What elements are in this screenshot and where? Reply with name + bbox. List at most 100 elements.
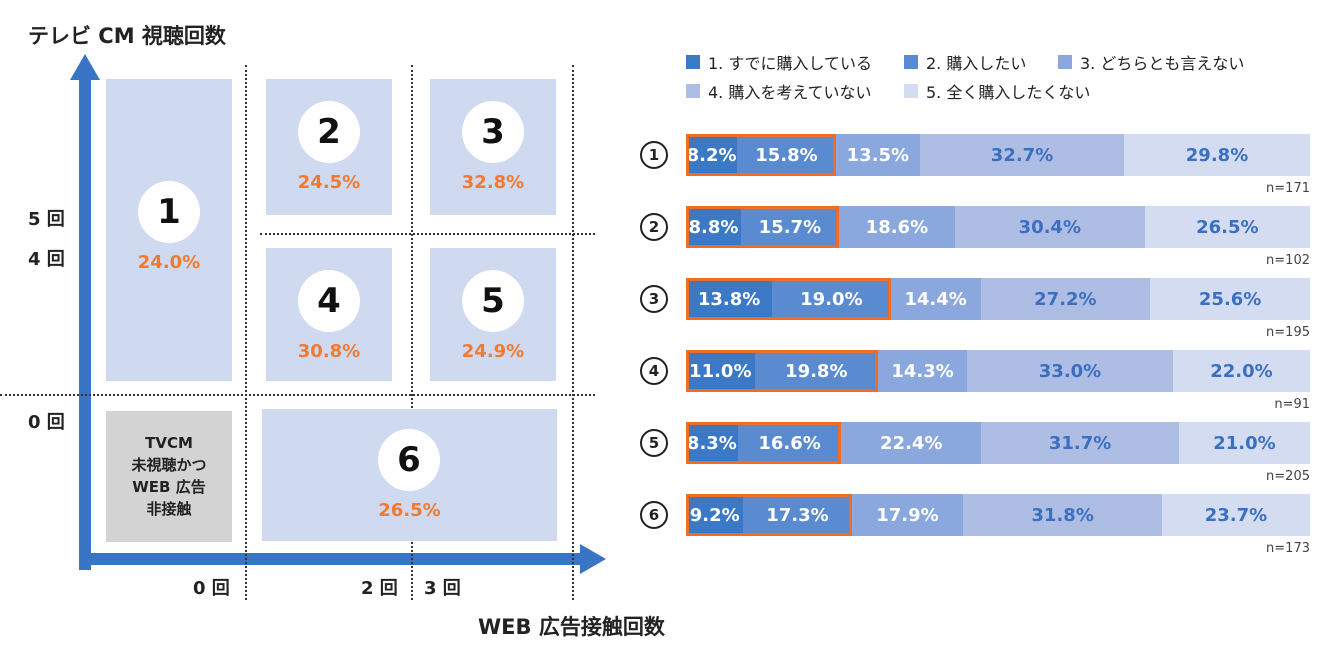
n-label-row6: n=173 <box>1266 541 1310 556</box>
legend-swatch-2 <box>904 55 918 69</box>
y-tick-0: 0 回 <box>28 412 65 433</box>
no-exposure-line-4: 非接触 <box>146 500 192 518</box>
bar-segment-row3-s3: 14.4% <box>890 278 981 320</box>
no-exposure-cell: TVCM 未視聴かつ WEB 広告 非接触 <box>106 411 232 542</box>
highlight-box-row2 <box>686 206 839 248</box>
row-label-3: 3 <box>640 285 668 313</box>
bar-segment-row4-s2: 19.8% <box>754 350 878 392</box>
axes-arrows <box>70 54 606 574</box>
bar-segment-row5-s2: 16.6% <box>737 422 842 464</box>
bar-segment-row1-s4: 32.7% <box>920 134 1125 176</box>
x-tick-0: 0 回 <box>193 578 230 599</box>
legend-label-2: 2. 購入したい <box>926 54 1027 73</box>
row-label-4: 4 <box>640 357 668 385</box>
segment-pct-6: 26.5% <box>378 500 441 521</box>
bar-segment-row6-s4: 31.8% <box>963 494 1162 536</box>
bar-segment-row3-s1: 13.8% <box>686 278 773 320</box>
bar-segment-row4-s3: 14.3% <box>878 350 968 392</box>
bar-segment-row5-s1: 8.3% <box>686 422 738 464</box>
x-tick-2: 2 回 <box>361 578 398 599</box>
highlight-box-row3 <box>686 278 891 320</box>
legend-label-4: 4. 購入を考えていない <box>708 83 872 102</box>
bar-segment-row4-s5: 22.0% <box>1172 350 1310 392</box>
segment-cell-4: 4 30.8% <box>266 248 392 381</box>
n-label-row3: n=195 <box>1266 325 1310 340</box>
highlight-box-row5 <box>686 422 842 464</box>
bar-segment-row5-s3: 22.4% <box>841 422 982 464</box>
grid-line-h2 <box>0 394 595 396</box>
row-label-5: 5 <box>640 429 668 457</box>
no-exposure-line-2: 未視聴かつ <box>131 456 207 474</box>
n-label-row1: n=171 <box>1266 181 1310 196</box>
segment-pct-3: 32.8% <box>461 172 525 193</box>
grid-line-v3 <box>572 65 574 600</box>
y-axis-title: テレビ CM 視聴回数 <box>28 24 226 48</box>
bar-segment-row2-s3: 18.6% <box>838 206 955 248</box>
bar-segment-row4-s1: 11.0% <box>686 350 755 392</box>
legend-label-5: 5. 全く購入したくない <box>926 83 1091 102</box>
bar-segment-row2-s5: 26.5% <box>1144 206 1310 248</box>
segment-cell-2: 2 24.5% <box>266 79 392 215</box>
n-label-row4: n=91 <box>1274 397 1310 412</box>
bar-segment-row1-s2: 15.8% <box>737 134 836 176</box>
bar-segment-row1-s1: 8.2% <box>686 134 738 176</box>
legend-item-4: 4. 購入を考えていない <box>686 79 872 103</box>
segment-number-2: 2 <box>298 101 360 163</box>
legend-label-3: 3. どちらとも言えない <box>1080 54 1245 73</box>
grid-line-h1 <box>260 233 595 235</box>
legend-swatch-3 <box>1058 55 1072 69</box>
grid-line-v2 <box>411 65 413 600</box>
x-axis-title: WEB 広告接触回数 <box>478 615 665 639</box>
legend-item-2: 2. 購入したい <box>904 50 1026 74</box>
segment-cell-1: 1 24.0% <box>106 79 232 381</box>
legend-item-3: 3. どちらとも言えない <box>1058 50 1244 74</box>
row-label-6: 6 <box>640 501 668 529</box>
bar-segment-row5-s5: 21.0% <box>1178 422 1310 464</box>
bar-segment-row3-s5: 25.6% <box>1150 278 1310 320</box>
no-exposure-line-1: TVCM <box>145 434 193 452</box>
bar-segment-row2-s4: 30.4% <box>954 206 1145 248</box>
segment-pct-4: 30.8% <box>297 341 361 362</box>
segment-number-5: 5 <box>462 270 524 332</box>
bar-segment-row6-s3: 17.9% <box>851 494 964 536</box>
no-exposure-line-3: WEB 広告 <box>132 478 206 496</box>
bar-segment-row1-s5: 29.8% <box>1124 134 1310 176</box>
segment-cell-5: 5 24.9% <box>430 248 556 381</box>
segment-pct-5: 24.9% <box>461 341 525 362</box>
grid-line-v1 <box>245 65 247 600</box>
bar-segment-row3-s4: 27.2% <box>980 278 1151 320</box>
row-label-1: 1 <box>640 141 668 169</box>
bar-segment-row5-s4: 31.7% <box>981 422 1179 464</box>
bar-segment-row2-s2: 15.7% <box>740 206 839 248</box>
bar-segment-row6-s1: 9.2% <box>686 494 744 536</box>
segment-cell-3: 3 32.8% <box>430 79 556 215</box>
row-label-2: 2 <box>640 213 668 241</box>
segment-pct-2: 24.5% <box>297 172 361 193</box>
segment-pct-1: 24.0% <box>137 252 201 273</box>
highlight-box-row1 <box>686 134 836 176</box>
highlight-box-row4 <box>686 350 878 392</box>
segment-cell-6: 6 26.5% <box>262 409 557 541</box>
y-tick-4: 4 回 <box>28 249 65 270</box>
segment-number-6: 6 <box>378 429 440 491</box>
n-label-row5: n=205 <box>1266 469 1310 484</box>
bar-segment-row6-s5: 23.7% <box>1161 494 1310 536</box>
y-axis-arrowhead <box>70 54 100 80</box>
x-axis-arrowhead <box>580 544 606 574</box>
bar-segment-row6-s2: 17.3% <box>743 494 852 536</box>
bar-segment-row4-s4: 33.0% <box>967 350 1173 392</box>
segment-number-1: 1 <box>138 181 200 243</box>
legend-swatch-5 <box>904 84 918 98</box>
segment-number-4: 4 <box>298 270 360 332</box>
bar-segment-row2-s1: 8.8% <box>686 206 741 248</box>
legend-item-5: 5. 全く購入したくない <box>904 79 1090 103</box>
legend-item-1: 1. すでに購入している <box>686 50 872 74</box>
highlight-box-row6 <box>686 494 852 536</box>
x-axis-line <box>79 553 587 565</box>
y-tick-5: 5 回 <box>28 209 65 230</box>
bar-segment-row3-s2: 19.0% <box>772 278 891 320</box>
y-axis-line <box>79 72 91 570</box>
legend-swatch-1 <box>686 55 700 69</box>
bar-segment-row1-s3: 13.5% <box>835 134 920 176</box>
